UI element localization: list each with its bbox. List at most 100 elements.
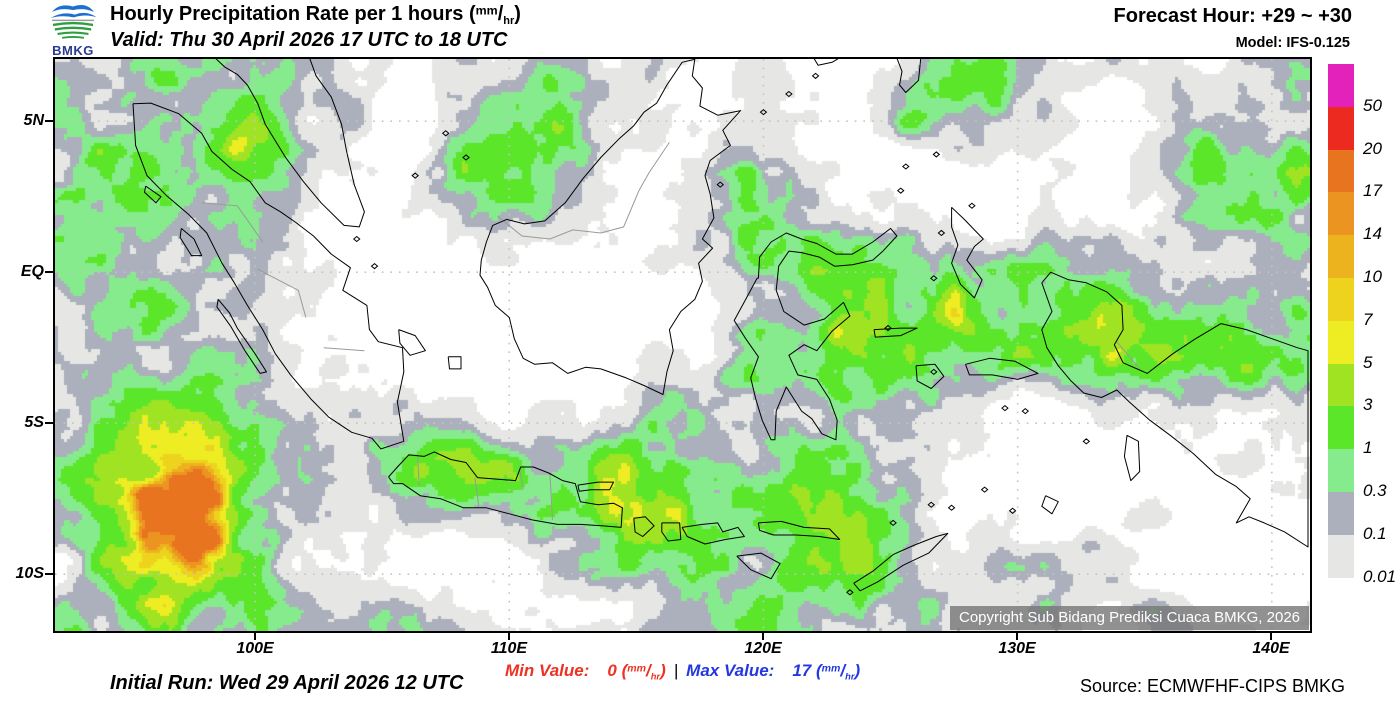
coastline	[215, 59, 365, 228]
small-island	[811, 72, 820, 80]
lon-label-100e: 100E	[236, 640, 274, 657]
lat-label-10s: 10S	[15, 565, 44, 582]
admin-boundary	[549, 472, 553, 520]
coastline	[216, 299, 267, 374]
admin-boundary	[257, 268, 307, 318]
lat-tick	[45, 422, 53, 424]
max-unit: (mm/hr)	[815, 661, 861, 682]
coastline	[681, 522, 745, 545]
coastline	[577, 481, 614, 492]
map-copyright: Copyright Sub Bidang Prediksi Cuaca BMKG…	[949, 606, 1309, 630]
coastline	[757, 520, 841, 540]
legend-segment	[1328, 64, 1354, 107]
small-island	[968, 202, 976, 209]
legend-value: 10	[1363, 267, 1382, 286]
small-island	[884, 324, 892, 332]
small-island	[759, 109, 768, 116]
legend-value: 0.3	[1363, 481, 1387, 500]
lon-tick	[1270, 633, 1272, 640]
small-island	[1008, 507, 1017, 514]
map-area: Copyright Sub Bidang Prediksi Cuaca BMKG…	[53, 57, 1312, 633]
small-island	[846, 589, 854, 596]
small-island	[411, 172, 419, 179]
lat-label-eq: EQ	[20, 263, 44, 280]
small-island	[352, 235, 361, 243]
lon-label-130e: 130E	[998, 640, 1036, 657]
bmkg-logo-text: BMKG	[52, 43, 94, 58]
initial-run: Initial Run: Wed 29 April 2026 12 UTC	[110, 672, 464, 694]
coastline	[388, 451, 623, 528]
coastline	[1123, 434, 1141, 482]
legend-segment	[1328, 534, 1354, 578]
small-island	[370, 263, 379, 270]
minmax-separator: |	[673, 661, 679, 680]
coastline	[733, 227, 898, 441]
coastline	[179, 228, 203, 257]
legend-value: 14	[1363, 224, 1382, 244]
legend-value: 5	[1363, 352, 1373, 372]
small-island	[980, 486, 989, 493]
small-island	[441, 130, 450, 137]
bmkg-logo-icon	[50, 5, 97, 39]
legend-value: 20	[1363, 138, 1382, 158]
legend-value: 1	[1363, 438, 1373, 458]
admin-boundary	[323, 347, 365, 352]
admin-boundary	[1116, 341, 1141, 370]
forecast-hour: Forecast Hour: +29 ~ +30	[1113, 5, 1352, 27]
legend-segment	[1328, 192, 1354, 236]
min-unit: (mm/hr)	[621, 661, 666, 682]
small-island	[462, 154, 470, 161]
color-scale-bar	[1328, 64, 1354, 578]
max-value-group: Max Value: 17 (mm/hr)	[686, 661, 861, 682]
legend-segment	[1328, 449, 1354, 492]
coastline	[447, 356, 462, 370]
lon-tick	[508, 633, 510, 640]
small-island	[716, 181, 725, 188]
small-island	[889, 519, 897, 527]
small-island	[927, 501, 936, 508]
coastline	[813, 59, 839, 66]
legend-segment	[1328, 320, 1354, 364]
legend-value: 0.01	[1363, 566, 1397, 586]
lat-tick	[45, 120, 53, 122]
small-island	[896, 187, 905, 194]
bmkg-logo: BMKG	[42, 1, 104, 58]
precipitation-raster	[55, 59, 1310, 631]
legend-segment	[1328, 363, 1354, 407]
lon-label-140e: 140E	[1252, 640, 1290, 657]
minmax-line: Min Value: 0 (mm/hr) | Max Value: 17 (mm/hr)	[505, 661, 860, 681]
coastline	[633, 516, 655, 537]
admin-boundary	[497, 142, 670, 240]
small-island	[929, 368, 938, 376]
lon-tick	[254, 633, 256, 640]
legend-segment	[1328, 106, 1354, 150]
small-island	[937, 229, 946, 237]
legend-segment	[1328, 491, 1354, 535]
lon-tick	[762, 633, 764, 640]
admin-boundary	[201, 202, 264, 243]
legend-segment	[1328, 149, 1354, 193]
legend-value: 7	[1363, 309, 1373, 329]
coastline	[1041, 495, 1059, 515]
lat-label-5n: 5N	[23, 112, 44, 129]
admin-boundary	[518, 466, 524, 490]
coastline	[951, 206, 984, 299]
page-title: Hourly Precipitation Rate per 1 hours (m…	[110, 3, 521, 27]
coastline	[853, 532, 949, 592]
coastline	[736, 552, 781, 580]
legend-value: 17	[1363, 181, 1382, 201]
coastline	[661, 522, 682, 542]
small-island	[929, 275, 938, 282]
lat-tick	[45, 573, 53, 575]
valid-time: Valid: Thu 30 April 2026 17 UTC to 18 UT…	[110, 29, 508, 51]
lat-label-5s: 5S	[24, 414, 44, 431]
small-island	[947, 504, 956, 511]
coastline	[873, 327, 918, 338]
lon-label-120e: 120E	[744, 640, 782, 657]
model-name: Model: IFS-0.125	[1235, 35, 1350, 51]
coastline	[479, 59, 742, 395]
lon-tick	[1016, 633, 1018, 640]
admin-boundary	[417, 454, 420, 486]
coastline	[144, 185, 162, 204]
